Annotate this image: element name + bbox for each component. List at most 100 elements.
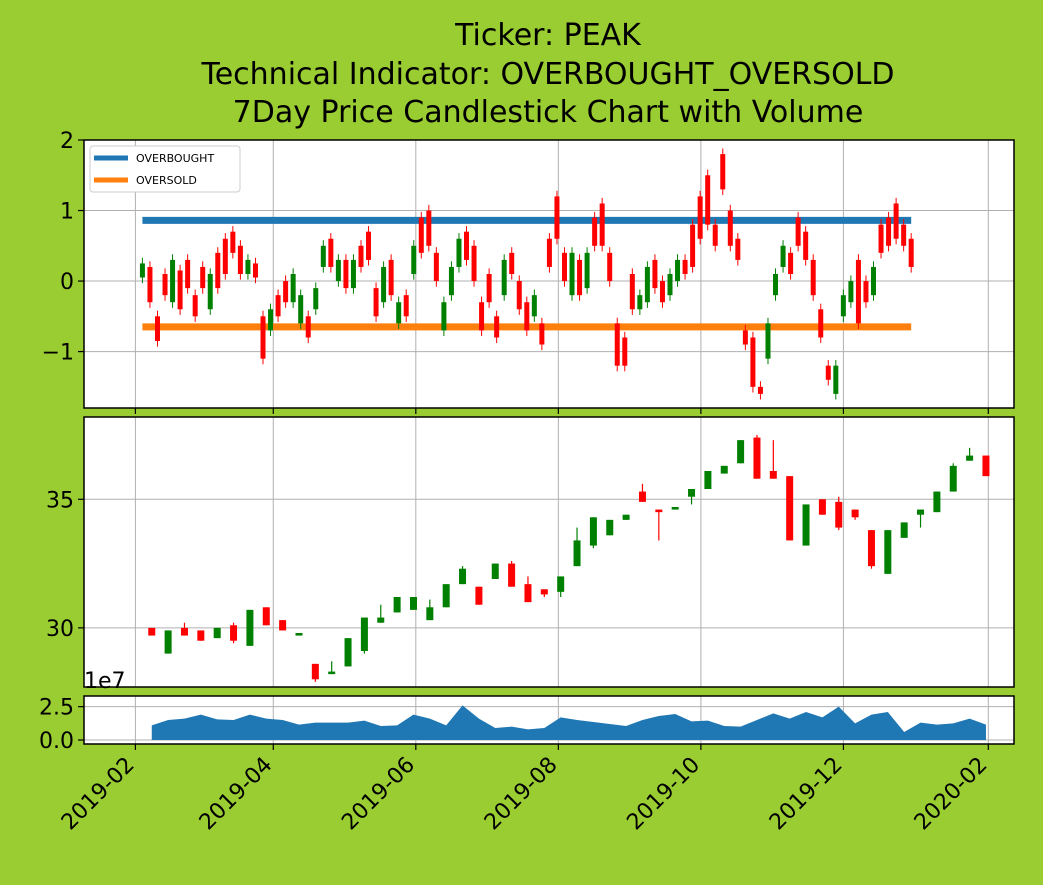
price-panel: 35 30 — [46, 416, 1015, 688]
indicator-candle — [448, 266, 454, 296]
indicator-frame — [83, 139, 1015, 409]
price-candle — [475, 586, 483, 605]
indicator-candle — [260, 316, 266, 359]
indicator-candle — [629, 274, 635, 310]
volume-y-ticks: 2.50.0 — [39, 696, 84, 754]
indicator-candle — [652, 259, 658, 289]
indicator-candle — [622, 337, 628, 366]
price-frame — [83, 416, 1015, 688]
price-candle — [262, 607, 270, 626]
price-grid — [84, 417, 1014, 687]
price-candle — [524, 584, 532, 603]
indicator-candle — [524, 302, 530, 331]
indicator-candles — [139, 148, 914, 400]
indicator-candle — [848, 281, 854, 303]
price-candle — [295, 633, 303, 636]
indicator-candle — [840, 295, 846, 317]
indicator-candle — [245, 259, 251, 274]
price-candle — [557, 576, 565, 592]
indicator-candle — [207, 274, 213, 310]
indicator-candle — [644, 266, 650, 303]
indicator-candle — [471, 245, 477, 282]
indicator-candle — [833, 365, 839, 394]
indicator-candle — [637, 295, 643, 310]
x-tick-label: 2019-12 — [765, 753, 848, 836]
indicator-candle — [773, 274, 779, 296]
indicator-candle — [697, 196, 703, 239]
indicator-candle — [742, 330, 748, 345]
price-candle — [491, 563, 499, 579]
indicator-candle — [750, 337, 756, 387]
chart-title-line-2: Technical Indicator: OVERBOUGHT_OVERSOLD — [200, 57, 894, 92]
indicator-candle — [147, 266, 153, 303]
price-candle — [360, 617, 368, 651]
price-candle — [867, 530, 875, 567]
indicator-candle — [373, 288, 379, 317]
indicator-candle — [599, 203, 605, 246]
indicator-x-tickmarks — [134, 408, 989, 414]
indicator-candle — [252, 263, 258, 278]
indicator-candle — [403, 295, 409, 317]
price-candles — [148, 435, 990, 682]
indicator-candle — [418, 217, 424, 253]
volume-frame — [83, 695, 1015, 745]
indicator-candle — [509, 252, 515, 274]
price-candle — [786, 476, 794, 541]
price-candle — [213, 627, 221, 639]
indicator-candle — [139, 263, 145, 278]
indicator-candle — [396, 302, 402, 324]
volume-panel: 2.50.0 1e7 2019-02 2019-04 2019-06 2019-08 2… — [39, 669, 1015, 835]
indicator-candle — [170, 259, 176, 303]
price-candle — [344, 638, 352, 667]
indicator-candle — [667, 274, 673, 296]
legend-oversold-label: OVERSOLD — [136, 174, 197, 187]
indicator-candle — [230, 231, 236, 253]
indicator-candle — [614, 323, 620, 366]
price-candle — [246, 609, 254, 646]
indicator-candle — [803, 231, 809, 260]
indicator-candle — [215, 252, 221, 289]
x-tick-label: 2019-08 — [480, 753, 563, 836]
indicator-candle — [810, 259, 816, 296]
indicator-candle — [298, 295, 304, 324]
indicator-candle — [456, 238, 462, 267]
price-candle — [197, 630, 205, 641]
volume-area — [151, 705, 986, 740]
chart-title-line-1: Ticker: PEAK — [454, 18, 642, 53]
price-candle — [148, 627, 156, 636]
y-tick-label: −1 — [42, 341, 74, 366]
indicator-candle — [313, 288, 319, 310]
price-candle — [835, 501, 843, 528]
indicator-candle — [788, 252, 794, 274]
price-candle — [638, 491, 646, 502]
indicator-candle — [871, 266, 877, 296]
indicator-candle — [237, 245, 243, 274]
indicator-candle — [366, 231, 372, 260]
indicator-candle — [320, 245, 326, 267]
indicator-panel: OVERBOUGHT OVERSOLD 2 1 0 −1 — [42, 129, 1015, 414]
indicator-candle — [863, 281, 869, 303]
x-tick-label: 2019-02 — [57, 753, 140, 836]
indicator-candle — [283, 281, 289, 303]
price-candle — [933, 491, 941, 513]
indicator-candle — [720, 154, 726, 190]
price-candle — [671, 507, 679, 510]
indicator-candle — [494, 316, 500, 338]
indicator-candle — [675, 259, 681, 282]
indicator-candle — [539, 323, 545, 345]
price-candle — [966, 455, 974, 461]
volume-x-ticks: 2019-02 2019-04 2019-06 2019-08 2019-10 2019-… — [57, 744, 993, 835]
indicator-candle — [162, 274, 168, 296]
indicator-candle — [381, 266, 387, 303]
indicator-candle — [441, 302, 447, 331]
indicator-candle — [479, 302, 485, 331]
price-candle — [900, 522, 908, 538]
price-candle — [180, 627, 188, 636]
price-candle — [884, 530, 892, 574]
indicator-candle — [546, 238, 552, 267]
indicator-candle — [358, 245, 364, 267]
indicator-candle — [154, 316, 160, 341]
indicator-candle — [908, 238, 914, 267]
x-tick-label: 2019-04 — [195, 753, 278, 836]
